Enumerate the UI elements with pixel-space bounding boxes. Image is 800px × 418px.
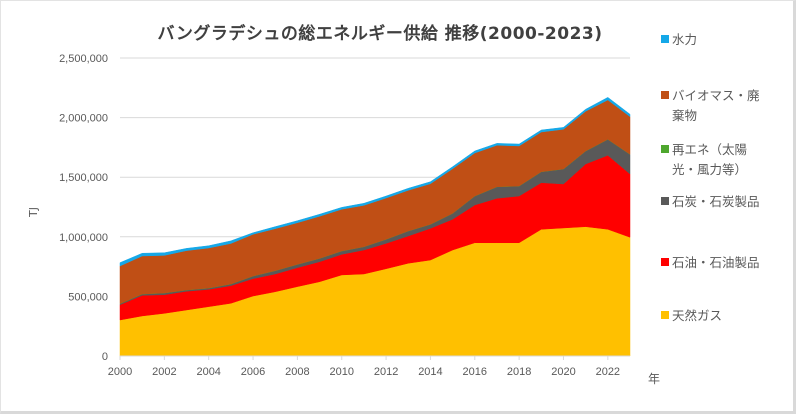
legend-item: バイオマス・廃 棄物 [661,86,776,126]
x-tick-label: 2008 [285,366,309,378]
x-tick-label: 2010 [329,366,353,378]
legend-label: 石炭・石炭製品 [672,194,760,209]
y-tick-label: 500,000 [68,291,108,303]
x-tick-label: 2000 [108,366,132,378]
y-tick-label: 0 [102,351,108,363]
y-axis-title: TJ [27,207,40,218]
legend-item: 再エネ（太陽 光・風力等） [661,140,776,180]
x-tick-label: 2018 [507,366,531,378]
legend-swatch [661,35,669,43]
legend-label: 棄物 [672,108,698,123]
x-axis: 2000 2002 2004 2006 2008 2010 2012 2014 2016 2018… [108,355,630,378]
y-tick-label: 2,500,000 [59,53,108,65]
legend-label: 光・風力等） [672,162,748,177]
legend-label: 天然ガス [672,308,723,323]
legend-swatch [661,145,669,153]
legend-swatch [661,311,669,319]
y-tick-label: 2,000,000 [59,113,108,125]
legend-item: 石炭・石炭製品 [661,192,776,212]
legend-item: 水力 [661,30,776,50]
area-series [119,97,631,267]
legend-swatch [661,197,669,205]
y-tick-label: 1,500,000 [59,172,108,184]
x-tick-label: 2022 [596,366,620,378]
x-axis-title: 年 [648,372,660,386]
y-axis-ticks: 0 500,000 1,000,000 1,500,000 2,000,000 2,500… [59,53,108,363]
legend-item: 天然ガス [661,306,776,326]
legend-label: バイオマス・廃 [672,88,760,103]
x-tick-label: 2006 [241,366,265,378]
legend-label: 水力 [672,32,698,47]
y-tick-label: 1,000,000 [59,232,108,244]
x-tick-label: 2012 [374,366,398,378]
x-tick-label: 2002 [152,366,176,378]
x-tick-label: 2004 [196,366,220,378]
chart-title: バングラデシュの総エネルギー供給 推移(2000-2023) [157,24,603,44]
legend-item: 石油・石油製品 [661,253,776,273]
legend-label: 石油・石油製品 [672,255,760,270]
legend-label: 再エネ（太陽 [672,142,748,157]
x-tick-label: 2020 [551,366,575,378]
stacked-areas [119,97,631,357]
legend-swatch [661,258,669,266]
x-tick-label: 2014 [418,366,442,378]
legend-swatch [661,91,669,99]
x-tick-label: 2016 [463,366,487,378]
